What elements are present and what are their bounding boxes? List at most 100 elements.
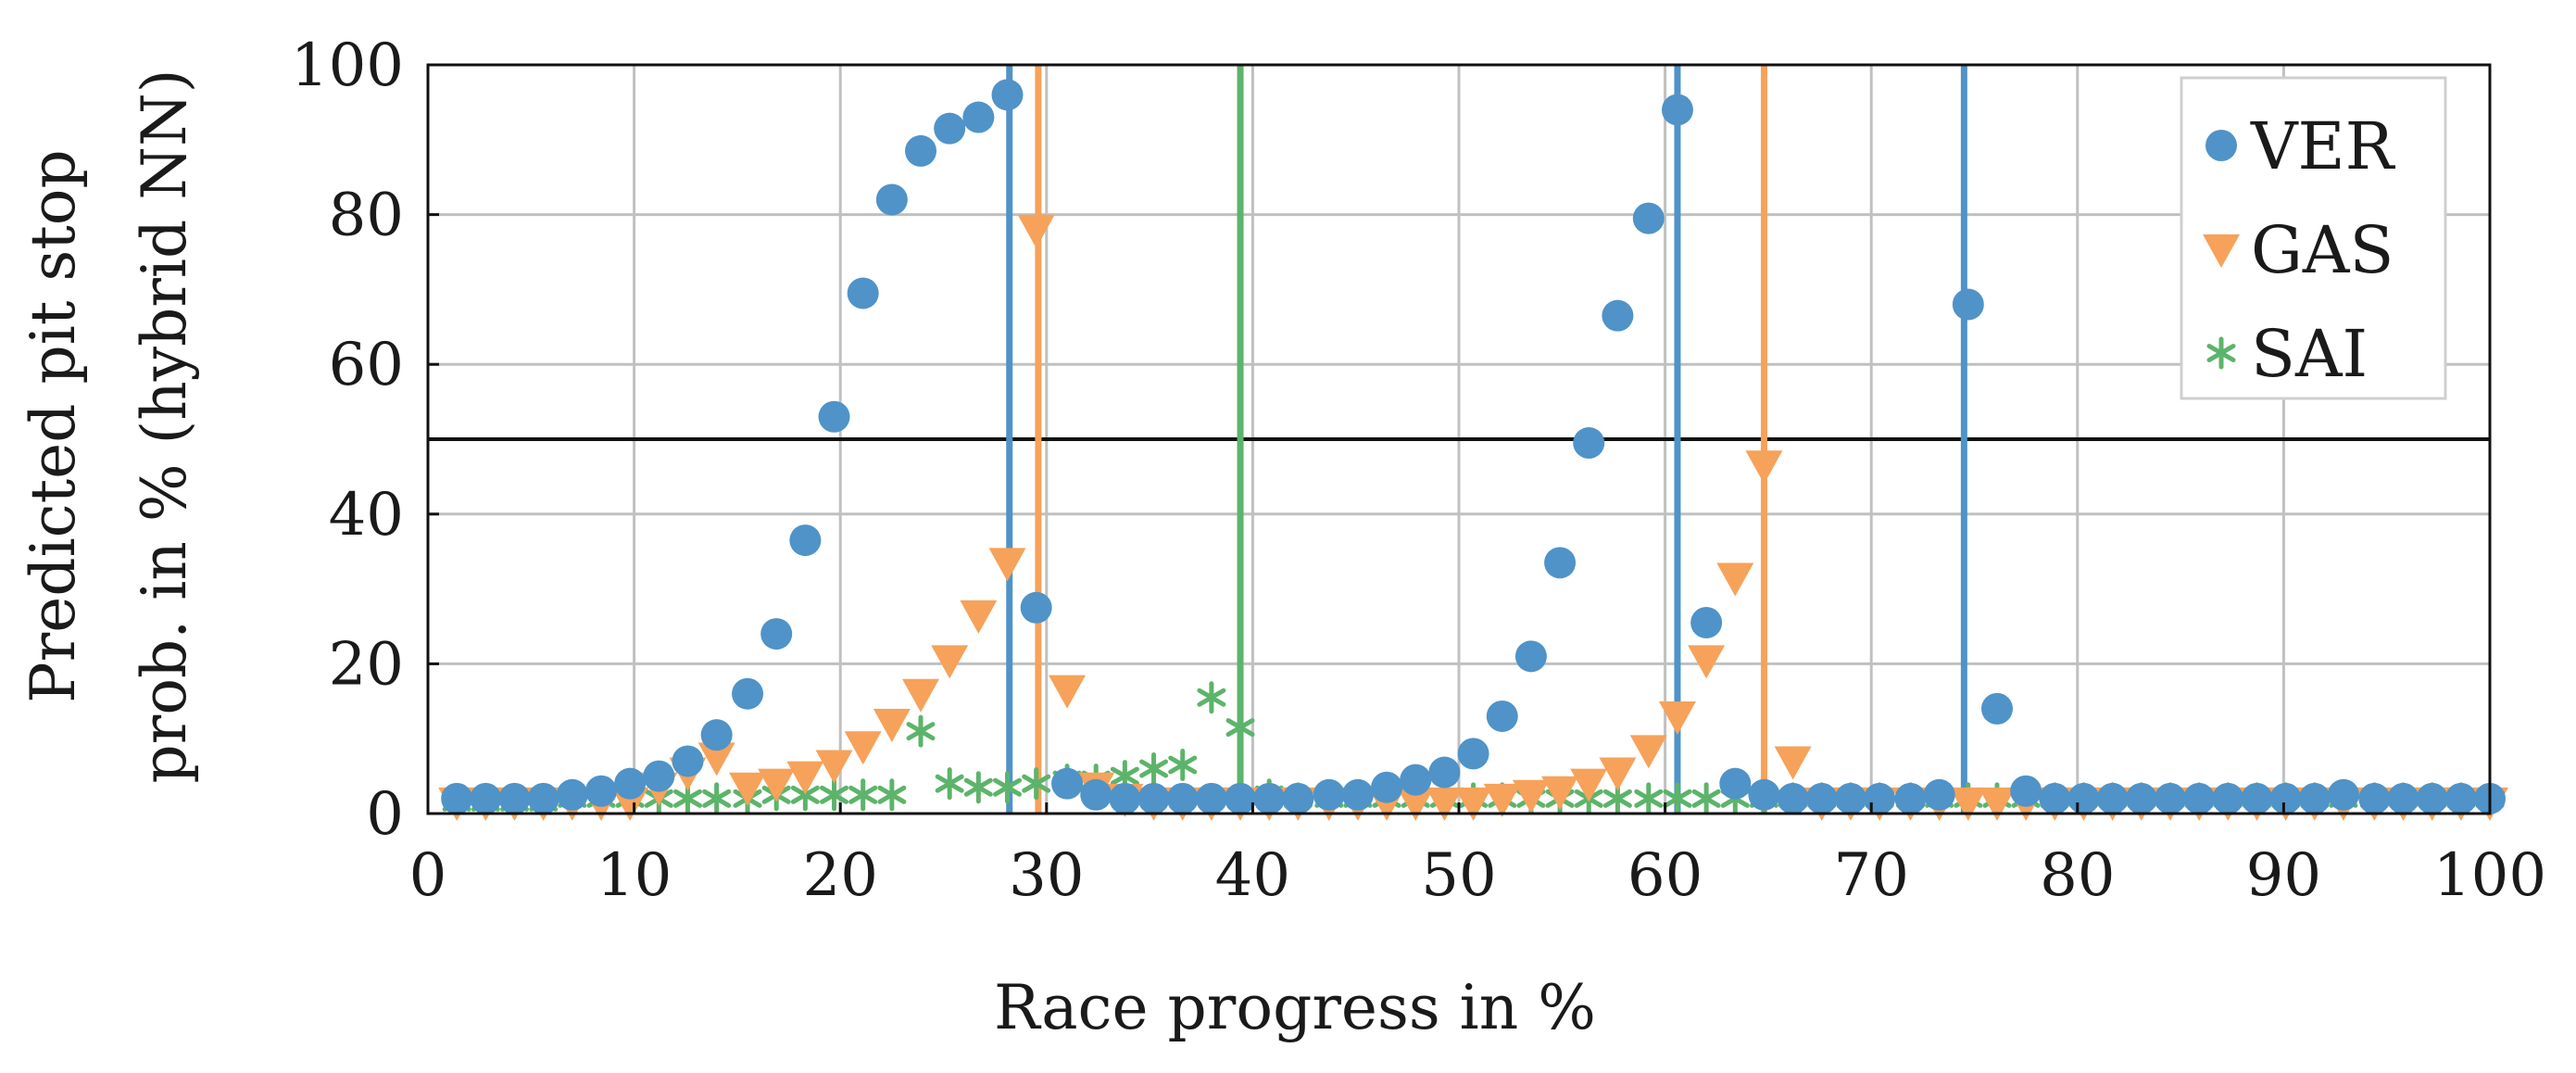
ver-point xyxy=(1400,764,1432,796)
sai-point xyxy=(1022,767,1051,801)
legend: VER GAS SAI xyxy=(2180,76,2447,400)
legend-marker-ver xyxy=(2205,130,2237,161)
ver-point xyxy=(1719,767,1752,800)
ver-point xyxy=(789,524,822,557)
legend-label-gas: GAS xyxy=(2251,212,2394,288)
ver-point xyxy=(556,778,588,811)
ver-point xyxy=(1195,782,1227,814)
x-tick-label: 80 xyxy=(2040,841,2115,910)
y-tick-label: 60 xyxy=(329,331,404,399)
legend-marker-gas xyxy=(2203,234,2240,268)
gas-point xyxy=(1049,675,1087,709)
ver-point xyxy=(1952,288,1984,321)
y-axis-label-line1: Predicted pit stop xyxy=(18,149,89,702)
ver-point xyxy=(2298,782,2331,814)
gas-point xyxy=(902,678,940,713)
gas-point xyxy=(1512,779,1550,814)
ver-point xyxy=(1514,640,1547,673)
ver-point xyxy=(1864,782,1896,814)
ver-point xyxy=(498,782,531,814)
sai-point xyxy=(963,771,993,804)
sai-point xyxy=(1197,681,1226,714)
ver-point xyxy=(1690,606,1723,638)
ver-point xyxy=(2039,782,2071,814)
ver-point xyxy=(1748,778,1780,811)
ver-point xyxy=(1080,778,1112,811)
gas-point xyxy=(1483,783,1521,817)
gas-point xyxy=(786,761,824,795)
gas-point xyxy=(873,709,911,743)
sai-point xyxy=(848,778,878,812)
ver-point xyxy=(2010,775,2042,807)
ver-point xyxy=(2241,782,2273,814)
ver-point xyxy=(1805,782,1838,814)
gas-point xyxy=(1426,787,1464,821)
ver-point xyxy=(1661,94,1693,126)
series-markers xyxy=(438,79,2508,821)
gas-point xyxy=(931,645,969,679)
ver-point xyxy=(470,782,502,814)
gas-point xyxy=(1454,787,1492,821)
sai-point xyxy=(1168,748,1198,781)
legend-label-sai: SAI xyxy=(2251,316,2368,392)
ver-point xyxy=(934,112,966,145)
ver-point xyxy=(2096,782,2129,814)
x-tick-label: 50 xyxy=(1421,841,1496,910)
series-ver xyxy=(441,79,2506,814)
gas-point xyxy=(844,731,882,765)
ver-point xyxy=(1632,202,1665,234)
legend-entries: VER GAS SAI xyxy=(2203,108,2396,392)
gas-point xyxy=(1949,787,1987,821)
ver-point xyxy=(2387,782,2419,814)
ver-point xyxy=(2358,782,2391,814)
ver-point xyxy=(1225,782,1257,814)
sai-point xyxy=(1139,752,1169,786)
sai-point xyxy=(877,778,907,812)
sai-point xyxy=(993,771,1022,804)
ver-point xyxy=(2212,782,2244,814)
ver-point xyxy=(847,277,879,309)
ver-point xyxy=(1313,778,1345,811)
y-tick-label: 100 xyxy=(291,32,404,100)
ver-point xyxy=(2183,782,2216,814)
legend-label-ver: VER xyxy=(2250,108,2396,184)
ver-point xyxy=(991,79,1024,111)
ver-point xyxy=(1544,547,1577,579)
ver-point xyxy=(2125,782,2157,814)
ver-point xyxy=(732,677,764,710)
gas-point xyxy=(1570,768,1608,802)
ver-point xyxy=(1341,778,1374,811)
y-tick-label: 80 xyxy=(329,182,404,250)
ver-point xyxy=(1282,782,1314,814)
gas-point xyxy=(729,772,767,806)
gas-point xyxy=(1658,701,1696,735)
sai-point xyxy=(935,767,964,801)
axis-ticks: 0 10 20 30 40 50 60 70 80 90 100 0 20 40 60 80 100 xyxy=(291,32,2546,910)
sai-point xyxy=(906,714,936,748)
gas-point xyxy=(1397,787,1435,821)
legend-entry-gas: GAS xyxy=(2203,212,2394,288)
ver-point xyxy=(584,775,617,807)
gas-point xyxy=(758,768,796,802)
ver-point xyxy=(643,760,675,792)
x-axis-label: Race progress in % xyxy=(994,972,1596,1043)
gas-point xyxy=(1541,776,1579,810)
x-tick-label: 10 xyxy=(597,841,672,910)
ver-point xyxy=(2444,782,2477,814)
legend-entry-ver: VER xyxy=(2205,108,2396,184)
ver-point xyxy=(1894,782,1927,814)
ver-point xyxy=(1371,771,1403,803)
ver-point xyxy=(1428,756,1461,789)
sai-point xyxy=(1691,782,1721,815)
ver-point xyxy=(527,782,559,814)
pit-stop-lines xyxy=(1006,65,1967,814)
gas-point xyxy=(1716,562,1754,597)
x-tick-label: 90 xyxy=(2246,841,2321,910)
ver-point xyxy=(1051,767,1084,800)
sai-point xyxy=(820,778,849,812)
gas-point xyxy=(1688,645,1726,679)
gas-point xyxy=(697,742,735,776)
y-tick-label: 40 xyxy=(329,481,404,549)
x-tick-label: 0 xyxy=(409,841,447,910)
gas-point xyxy=(988,548,1026,582)
